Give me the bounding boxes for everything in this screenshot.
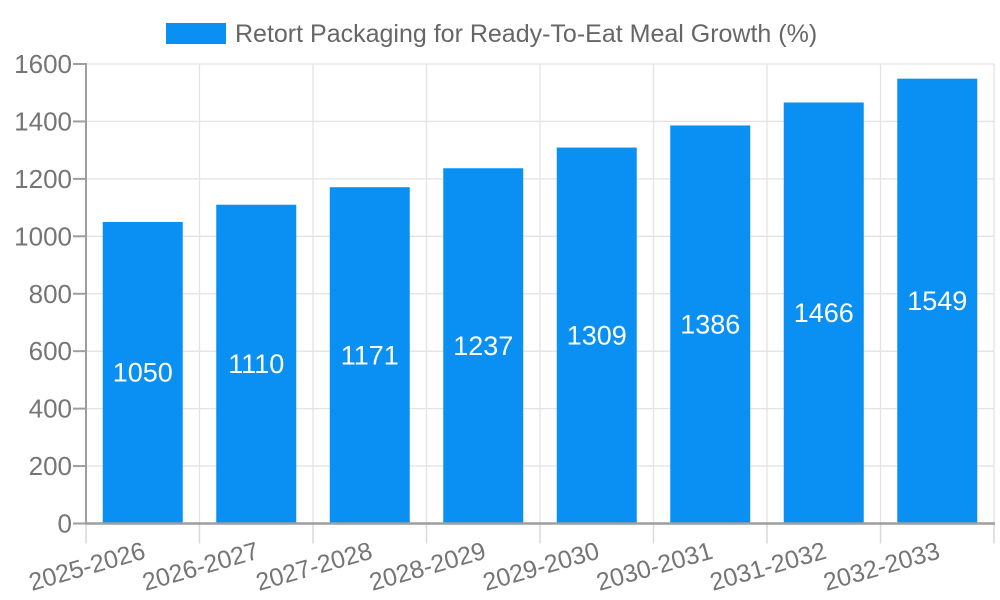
y-tick-label: 600 bbox=[29, 336, 72, 366]
bar[interactable] bbox=[670, 125, 751, 524]
bar-value-labels: 1050 1110 1171 1237 1309 1386 1466 1549 bbox=[113, 286, 968, 388]
y-tick-label: 1000 bbox=[14, 221, 72, 251]
bar-value-label: 1309 bbox=[567, 321, 627, 351]
y-tick-label: 1600 bbox=[14, 49, 72, 79]
y-tick-label: 1400 bbox=[14, 106, 72, 136]
legend-swatch[interactable] bbox=[166, 23, 226, 44]
axis-ticks bbox=[73, 63, 995, 544]
axes bbox=[85, 63, 995, 525]
bar-value-label: 1110 bbox=[228, 349, 284, 379]
bar-value-label: 1171 bbox=[341, 340, 399, 370]
y-tick-label: 1200 bbox=[14, 164, 72, 194]
bar-value-label: 1237 bbox=[453, 331, 513, 361]
bar[interactable] bbox=[329, 187, 410, 524]
y-tick-label: 400 bbox=[29, 394, 72, 424]
bar[interactable] bbox=[102, 221, 183, 524]
bar[interactable] bbox=[783, 102, 864, 524]
bar[interactable] bbox=[897, 78, 978, 524]
bar-value-label: 1386 bbox=[680, 309, 740, 339]
bar[interactable] bbox=[443, 168, 524, 524]
legend-label: Retort Packaging for Ready-To-Eat Meal G… bbox=[235, 20, 817, 48]
bar-value-label: 1466 bbox=[794, 298, 854, 328]
bar[interactable] bbox=[556, 147, 637, 524]
bar-value-label: 1050 bbox=[113, 358, 173, 388]
bars bbox=[102, 78, 978, 524]
y-tick-label: 800 bbox=[29, 279, 72, 309]
bar[interactable] bbox=[216, 204, 297, 524]
y-tick-label: 200 bbox=[29, 451, 72, 481]
bar-value-label: 1549 bbox=[907, 286, 967, 316]
y-tick-label: 0 bbox=[58, 509, 72, 539]
legend[interactable]: Retort Packaging for Ready-To-Eat Meal G… bbox=[166, 20, 817, 48]
